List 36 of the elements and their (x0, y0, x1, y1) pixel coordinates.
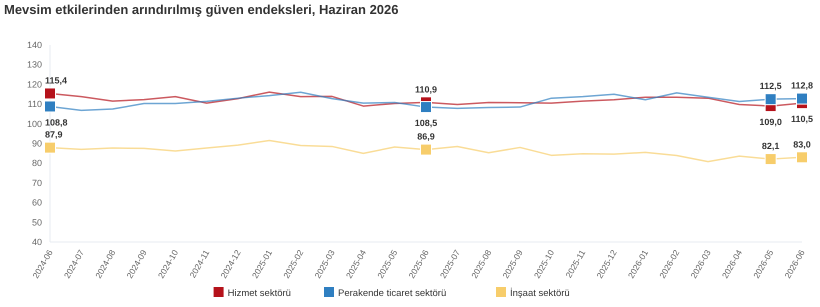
data-label: 109,0 (759, 117, 782, 128)
point (796, 92, 808, 105)
y-tick-label: 50 (32, 217, 42, 228)
data-label: 83,0 (793, 139, 811, 150)
point (420, 144, 432, 156)
y-tick-label: 70 (32, 178, 42, 188)
data-label: 86,9 (417, 132, 435, 142)
point (764, 153, 777, 166)
data-label: 108,5 (414, 118, 438, 128)
y-tick-label: 110 (28, 99, 42, 110)
legend-label: İnşaat sektörü (510, 287, 570, 299)
data-label: 87,9 (45, 130, 63, 140)
data-label: 115,4 (45, 75, 68, 86)
point (764, 93, 777, 106)
y-tick-label: 90 (32, 138, 42, 148)
y-tick-label: 40 (32, 237, 42, 247)
y-tick-label: 80 (32, 158, 42, 168)
y-tick-label: 140 (26, 40, 42, 50)
point (796, 151, 808, 164)
legend-label: Perakende ticaret sektörü (338, 288, 446, 299)
y-tick-label: 60 (32, 198, 42, 208)
chart-title: Mevsim etkilerinden arındırılmış güven endeksleri, Haziran 2026 (4, 2, 398, 17)
point (420, 101, 432, 114)
point (44, 87, 56, 100)
data-label: 112,8 (790, 80, 814, 91)
data-label: 108,8 (45, 117, 68, 128)
data-label: 112,5 (760, 81, 782, 92)
data-label: 110,5 (790, 114, 814, 124)
point (44, 100, 56, 112)
point (44, 142, 56, 154)
y-tick-label: 100 (26, 118, 42, 129)
y-tick-label: 130 (26, 60, 42, 70)
legend-label: Hizmet sektörü (228, 288, 291, 299)
y-tick-label: 120 (26, 79, 42, 90)
data-label: 110,9 (414, 84, 438, 94)
data-label: 82,1 (762, 141, 780, 152)
